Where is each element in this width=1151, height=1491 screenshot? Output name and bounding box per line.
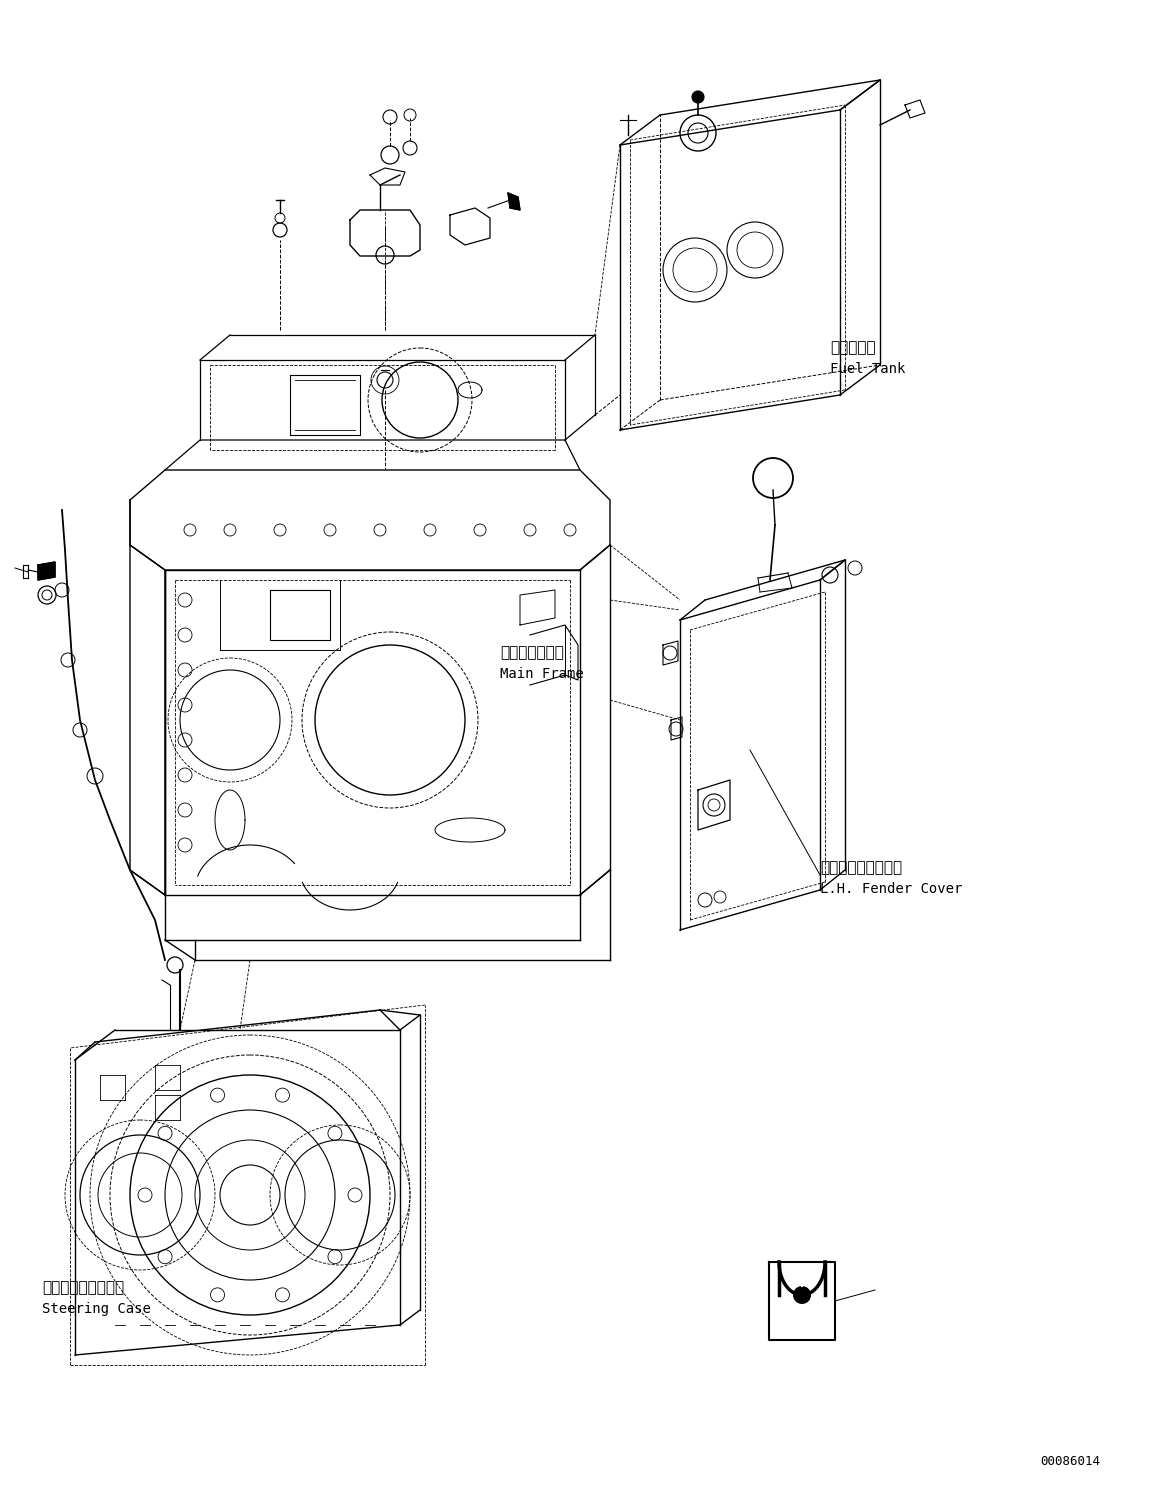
Polygon shape [38,562,55,580]
Text: Fuel Tank: Fuel Tank [830,362,906,376]
Circle shape [692,91,704,103]
Text: 燃料タンク: 燃料タンク [830,340,876,355]
Circle shape [793,1287,811,1305]
Text: 左　フェンダカバー: 左 フェンダカバー [820,860,902,875]
Text: Main Frame: Main Frame [500,666,584,681]
Text: ステアリングケース: ステアリングケース [41,1279,124,1296]
Text: Steering Case: Steering Case [41,1302,151,1317]
Text: 00086014: 00086014 [1041,1455,1100,1469]
Text: メインフレーム: メインフレーム [500,646,564,661]
Polygon shape [508,192,520,210]
Text: L.H. Fender Cover: L.H. Fender Cover [820,883,962,896]
